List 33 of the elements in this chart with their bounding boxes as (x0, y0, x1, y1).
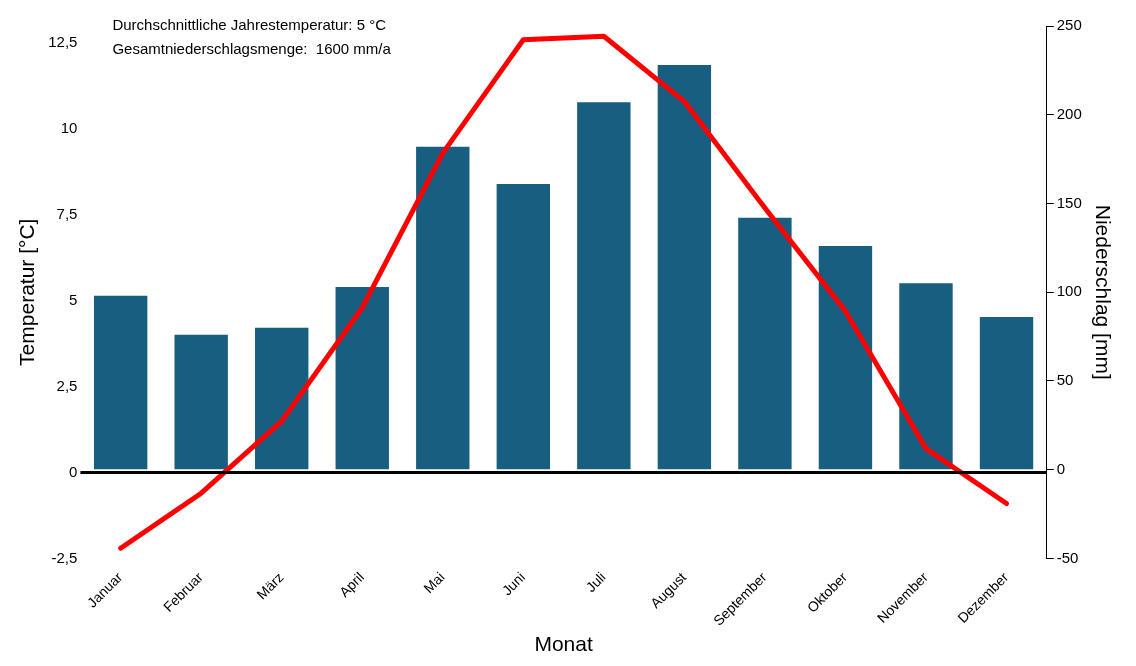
y-tick-label: 2,5 (56, 376, 78, 394)
y-tick-label: 12,5 (48, 33, 78, 51)
bar (93, 295, 148, 470)
y2-tick-label: 100 (1056, 282, 1082, 300)
y2-tick-label: 50 (1056, 371, 1074, 389)
x-tick-label: Juli (582, 568, 609, 596)
bar (255, 327, 309, 470)
y2-tick-label: 0 (1056, 459, 1066, 477)
annotation: Durchschnittliche Jahrestemperatur: 5 °C (112, 15, 387, 33)
y2-axis-title: Niederschlag [mm] (1091, 204, 1115, 380)
x-axis-title: Monat (534, 632, 593, 656)
y-tick-label: 10 (60, 119, 78, 137)
y2-tick-label: 250 (1056, 16, 1082, 34)
bar (577, 102, 631, 470)
bar (416, 146, 470, 470)
annotation: Gesamtniederschlagsmenge: 1600 mm/a (112, 39, 392, 57)
bar (174, 334, 228, 470)
y-tick-label: 0 (69, 462, 78, 480)
y-tick-label: -2,5 (51, 548, 78, 566)
y2-tick-label: -50 (1056, 548, 1079, 566)
y2-tick-label: 150 (1056, 193, 1082, 211)
bar (899, 283, 953, 470)
y-tick-label: 5 (69, 290, 78, 308)
bar (335, 286, 389, 470)
bar (818, 246, 873, 470)
bar (657, 65, 712, 470)
bar (979, 317, 1034, 470)
y-axis-title: Temperatur [°C] (15, 218, 39, 366)
y2-tick-label: 200 (1056, 104, 1082, 122)
bar (496, 183, 551, 470)
y-tick-label: 7,5 (56, 205, 78, 223)
x-tick-label: Mai (420, 568, 448, 597)
bar (738, 217, 792, 470)
